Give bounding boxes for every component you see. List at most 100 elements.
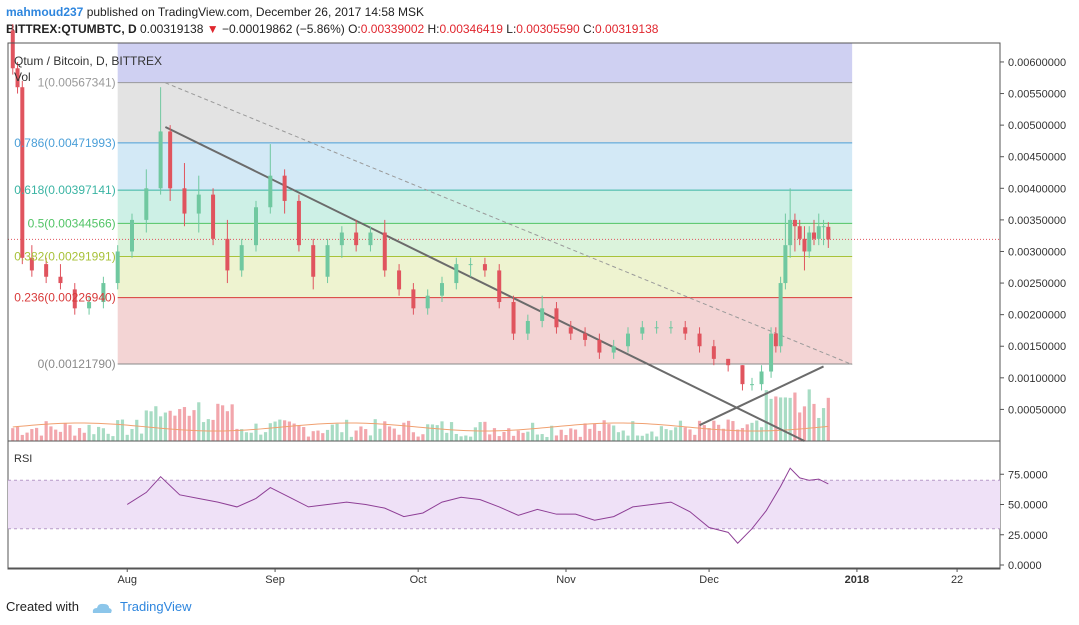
candle bbox=[144, 169, 149, 233]
volume-bar bbox=[473, 427, 477, 441]
volume-bar bbox=[631, 421, 635, 441]
last-price: 0.00319138 bbox=[140, 22, 204, 36]
candle-body bbox=[468, 264, 473, 266]
volume-bar bbox=[807, 389, 811, 441]
volume-bar bbox=[402, 422, 406, 441]
volume-bar bbox=[774, 396, 778, 441]
candle-body bbox=[454, 264, 459, 284]
volume-bar bbox=[197, 402, 201, 441]
candle-body bbox=[130, 219, 134, 252]
volume-bar bbox=[39, 435, 43, 441]
fib-top-band bbox=[117, 43, 853, 83]
volume-bar bbox=[712, 420, 716, 441]
candle bbox=[468, 257, 473, 277]
open-label: O: bbox=[348, 22, 361, 36]
volume-bar bbox=[325, 429, 330, 441]
volume-bar bbox=[516, 430, 520, 441]
volume-bar bbox=[387, 426, 392, 441]
candle bbox=[382, 219, 387, 277]
volume-bar bbox=[192, 410, 196, 441]
volume-bar bbox=[397, 434, 401, 441]
candle bbox=[87, 295, 92, 315]
volume-bar bbox=[254, 423, 258, 441]
x-tick-label: Sep bbox=[265, 574, 285, 586]
candle bbox=[821, 219, 826, 246]
fib-band bbox=[117, 142, 853, 191]
volume-bar bbox=[302, 427, 306, 441]
candle bbox=[368, 226, 373, 252]
fib-level-label: 0.786(0.00471993) bbox=[14, 136, 115, 150]
volume-bar bbox=[44, 421, 48, 441]
volume-bar bbox=[435, 425, 439, 441]
candle-body bbox=[783, 245, 788, 284]
y-tick-label: 0.00150000 bbox=[1008, 341, 1066, 353]
volume-bar bbox=[225, 411, 229, 441]
volume-bar bbox=[750, 422, 754, 441]
candle bbox=[196, 175, 201, 233]
published-note: published on TradingView.com, December 2… bbox=[86, 5, 425, 19]
candle-body bbox=[411, 289, 416, 309]
volume-bar bbox=[802, 406, 807, 441]
candle bbox=[268, 144, 273, 214]
fib-level-label: 0.5(0.00344566) bbox=[28, 216, 116, 230]
volume-bar bbox=[669, 430, 673, 441]
volume-bar bbox=[173, 415, 177, 441]
volume-bar bbox=[683, 427, 687, 441]
candle bbox=[668, 320, 673, 334]
candle-body bbox=[769, 333, 774, 372]
volume-bar bbox=[602, 420, 606, 441]
x-tick-label: Oct bbox=[410, 574, 427, 586]
tradingview-link[interactable]: TradingView bbox=[120, 599, 192, 614]
candle-body bbox=[568, 327, 573, 334]
volume-bar bbox=[235, 428, 239, 441]
candle bbox=[158, 87, 163, 195]
volume-bar bbox=[287, 421, 291, 441]
volume-bar bbox=[731, 421, 735, 441]
candle-body bbox=[826, 226, 831, 240]
candle-body bbox=[268, 175, 273, 208]
ohlc-line: BITTREX:QTUMBTC, D 0.00319138 ▼ −0.00019… bbox=[6, 22, 658, 36]
volume-bar bbox=[230, 404, 234, 441]
candle bbox=[525, 314, 530, 340]
volume-bar bbox=[249, 432, 253, 441]
volume-bar bbox=[445, 432, 449, 441]
y-tick-label: 0.00500000 bbox=[1008, 120, 1066, 132]
volume-bar bbox=[588, 428, 592, 441]
volume-bar bbox=[330, 424, 334, 441]
y-tick-label: 0.00600000 bbox=[1008, 57, 1066, 69]
candle bbox=[568, 320, 573, 340]
volume-bar bbox=[311, 431, 315, 441]
candle-body bbox=[58, 276, 63, 284]
volume-bar bbox=[707, 428, 711, 441]
rsi-tick-label: 25.0000 bbox=[1008, 530, 1048, 542]
candle bbox=[211, 188, 216, 246]
volume-bar bbox=[15, 426, 20, 441]
candle bbox=[773, 327, 778, 353]
author-name[interactable]: mahmoud237 bbox=[6, 5, 84, 19]
volume-bar bbox=[345, 419, 349, 441]
candle bbox=[540, 295, 545, 328]
symbol-label: BITTREX:QTUMBTC, D bbox=[6, 22, 137, 36]
candle bbox=[425, 289, 430, 315]
x-tick-label: Nov bbox=[556, 574, 576, 586]
volume-bar bbox=[440, 421, 444, 441]
candle bbox=[101, 276, 106, 309]
volume-bar bbox=[573, 429, 578, 441]
x-tick-label: Dec bbox=[699, 574, 719, 586]
candle bbox=[816, 213, 821, 246]
volume-bar bbox=[697, 420, 702, 441]
volume-bar bbox=[335, 423, 339, 441]
volume-bar bbox=[106, 433, 110, 441]
volume-bar bbox=[612, 425, 616, 441]
volume-bar bbox=[263, 432, 268, 441]
candle-body bbox=[182, 188, 187, 214]
candle-body bbox=[611, 346, 616, 353]
candle-body bbox=[382, 232, 387, 271]
fib-level-label: 0.236(0.00226940) bbox=[14, 291, 115, 305]
candle bbox=[115, 245, 120, 290]
volume-bar bbox=[416, 436, 420, 441]
volume-bar bbox=[664, 429, 668, 441]
volume-bar bbox=[278, 419, 282, 441]
candle-body bbox=[525, 320, 530, 334]
